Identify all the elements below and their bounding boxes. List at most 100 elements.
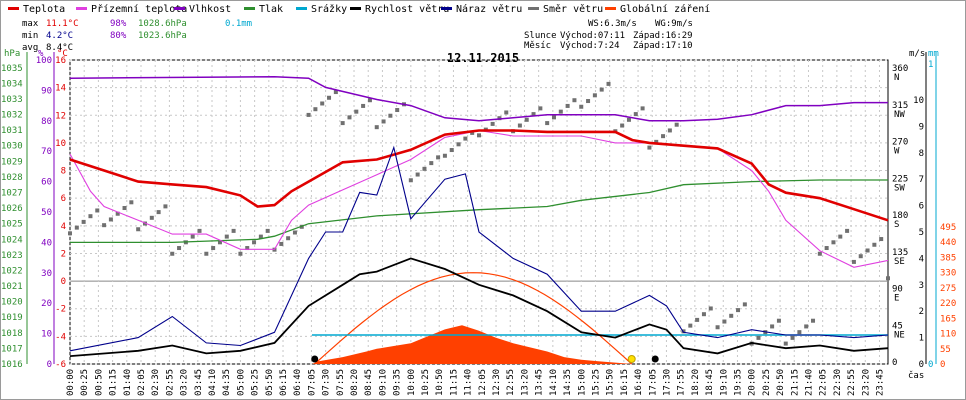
wind-dir-tick: 270 [892, 138, 908, 148]
wind-dir-dot [374, 125, 379, 130]
wind-dir-dot [258, 234, 263, 239]
legend-swatch [174, 7, 185, 10]
wind-dir-dot [95, 208, 100, 213]
chart-legend: Teplota Přízemní teplota Vlhkost Tlak Srážky… [8, 3, 710, 15]
pressure-tick: 1032 [1, 111, 23, 121]
time-tick: 11:40 [464, 369, 474, 396]
wind-dir-dot [252, 240, 257, 245]
stat-avg-label: avg [22, 43, 38, 53]
time-tick: 02:55 [165, 369, 175, 396]
stat-min-press: 1023.6hPa [138, 31, 187, 41]
wind-dir-label: SW [894, 183, 905, 193]
time-tick: 00:00 [66, 369, 76, 396]
wind-dir-dot [381, 119, 386, 124]
rain-tick: 1 [928, 60, 933, 70]
temp-tick: -2 [55, 305, 66, 315]
pressure-tick: 1035 [1, 64, 23, 74]
wind-dir-dot [265, 228, 270, 233]
wind-dir-dot [606, 81, 611, 86]
legend-swatch [76, 7, 87, 10]
wind-dir-dot [858, 254, 863, 259]
wind-dir-dot [551, 115, 556, 120]
time-tick: 11:15 [449, 369, 459, 396]
pressure-tick: 1019 [1, 313, 23, 323]
sun-moon-block: WS:6.3m/s WG:9m/s Slunce Východ:07:11 Zá… [524, 19, 693, 51]
sun-label: Slunce [524, 31, 557, 41]
wind-speed-tick: 3 [919, 281, 924, 291]
time-tick: 15:00 [577, 369, 587, 396]
wind-dir-dot [347, 115, 352, 120]
wind-dir-dot [736, 308, 741, 313]
time-tick: 22:05 [819, 369, 829, 396]
wind-dir-dot [136, 227, 141, 232]
wind-dir-dot [361, 103, 366, 108]
time-tick: 20:50 [776, 369, 786, 396]
wind-dir-dot [674, 122, 679, 127]
wind-dir-dot [633, 112, 638, 117]
temp-tick: 6 [61, 194, 66, 204]
wind-dir-dot [102, 223, 107, 228]
wind-dir-dot [74, 225, 79, 230]
wind-dir-tick: 360 [892, 64, 908, 74]
wind-dir-label: SE [894, 257, 905, 267]
solar-tick: 330 [940, 269, 956, 279]
chart-plot [68, 75, 890, 365]
temp-tick: 0 [61, 277, 66, 287]
wind-dir-tick: 135 [892, 248, 908, 258]
pressure-tick: 1033 [1, 95, 23, 105]
solar-theoretical-arc [314, 272, 633, 365]
time-tick: 20:00 [748, 369, 758, 396]
wind-dir-dot [715, 325, 720, 330]
sunset-marker [627, 355, 636, 363]
sunrise-marker [311, 355, 319, 363]
rain-tick: 0 [928, 360, 933, 370]
time-tick: 10:50 [435, 369, 445, 396]
wind-dir-label: S [894, 220, 899, 230]
humidity-tick: 60 [41, 178, 52, 188]
wind-dir-dot [238, 251, 243, 256]
wind-dir-dot [626, 117, 631, 122]
wind-dir-dot [388, 113, 393, 118]
wind-speed-line [69, 257, 889, 357]
stat-min-hum: 80% [110, 31, 127, 41]
wind-speed-tick: 10 [913, 96, 924, 106]
stat-max-rain: 0.1mm [225, 19, 252, 29]
wind-dir-dot [429, 161, 434, 166]
wind-dir-dot [817, 251, 822, 256]
time-tick: 23:20 [861, 369, 871, 396]
wind-dir-dot [422, 166, 427, 171]
legend-swatch [244, 7, 255, 10]
time-tick: 19:10 [719, 369, 729, 396]
wind-dir-dot [477, 133, 481, 138]
stat-min-label: min [22, 31, 38, 41]
gust-line [69, 145, 889, 352]
time-tick: 12:30 [492, 369, 502, 396]
wind-dir-dot [367, 98, 372, 103]
unit-time: čas [908, 370, 924, 381]
time-tick: 14:35 [563, 369, 573, 396]
wind-dir-dot [524, 117, 529, 122]
legend-swatch [528, 7, 539, 10]
moon-rise: Východ:7:24 [560, 41, 620, 51]
wind-dir-dot [149, 215, 154, 220]
humidity-tick: 10 [41, 330, 52, 340]
wind-dir-dot [231, 228, 236, 233]
wind-dir-dot [204, 251, 209, 256]
time-tick: 16:40 [634, 369, 644, 396]
time-tick: 20:25 [762, 369, 772, 396]
legend-swatch [8, 7, 19, 10]
wind-dir-dot [701, 312, 706, 317]
pressure-tick: 1016 [1, 360, 23, 370]
wind-dir-label: W [894, 147, 900, 157]
wind-speed-tick: 9 [919, 122, 924, 132]
wind-dir-dot [599, 87, 604, 92]
wind-dir-dot [354, 109, 359, 114]
pressure-tick: 1028 [1, 173, 23, 183]
humidity-tick: 80 [41, 117, 52, 127]
wind-dir-dot [592, 93, 597, 98]
pressure-tick: 1027 [1, 189, 23, 199]
time-tick: 03:20 [180, 369, 190, 396]
stat-max-press: 1028.6hPa [138, 19, 187, 29]
time-tick: 17:55 [677, 369, 687, 396]
